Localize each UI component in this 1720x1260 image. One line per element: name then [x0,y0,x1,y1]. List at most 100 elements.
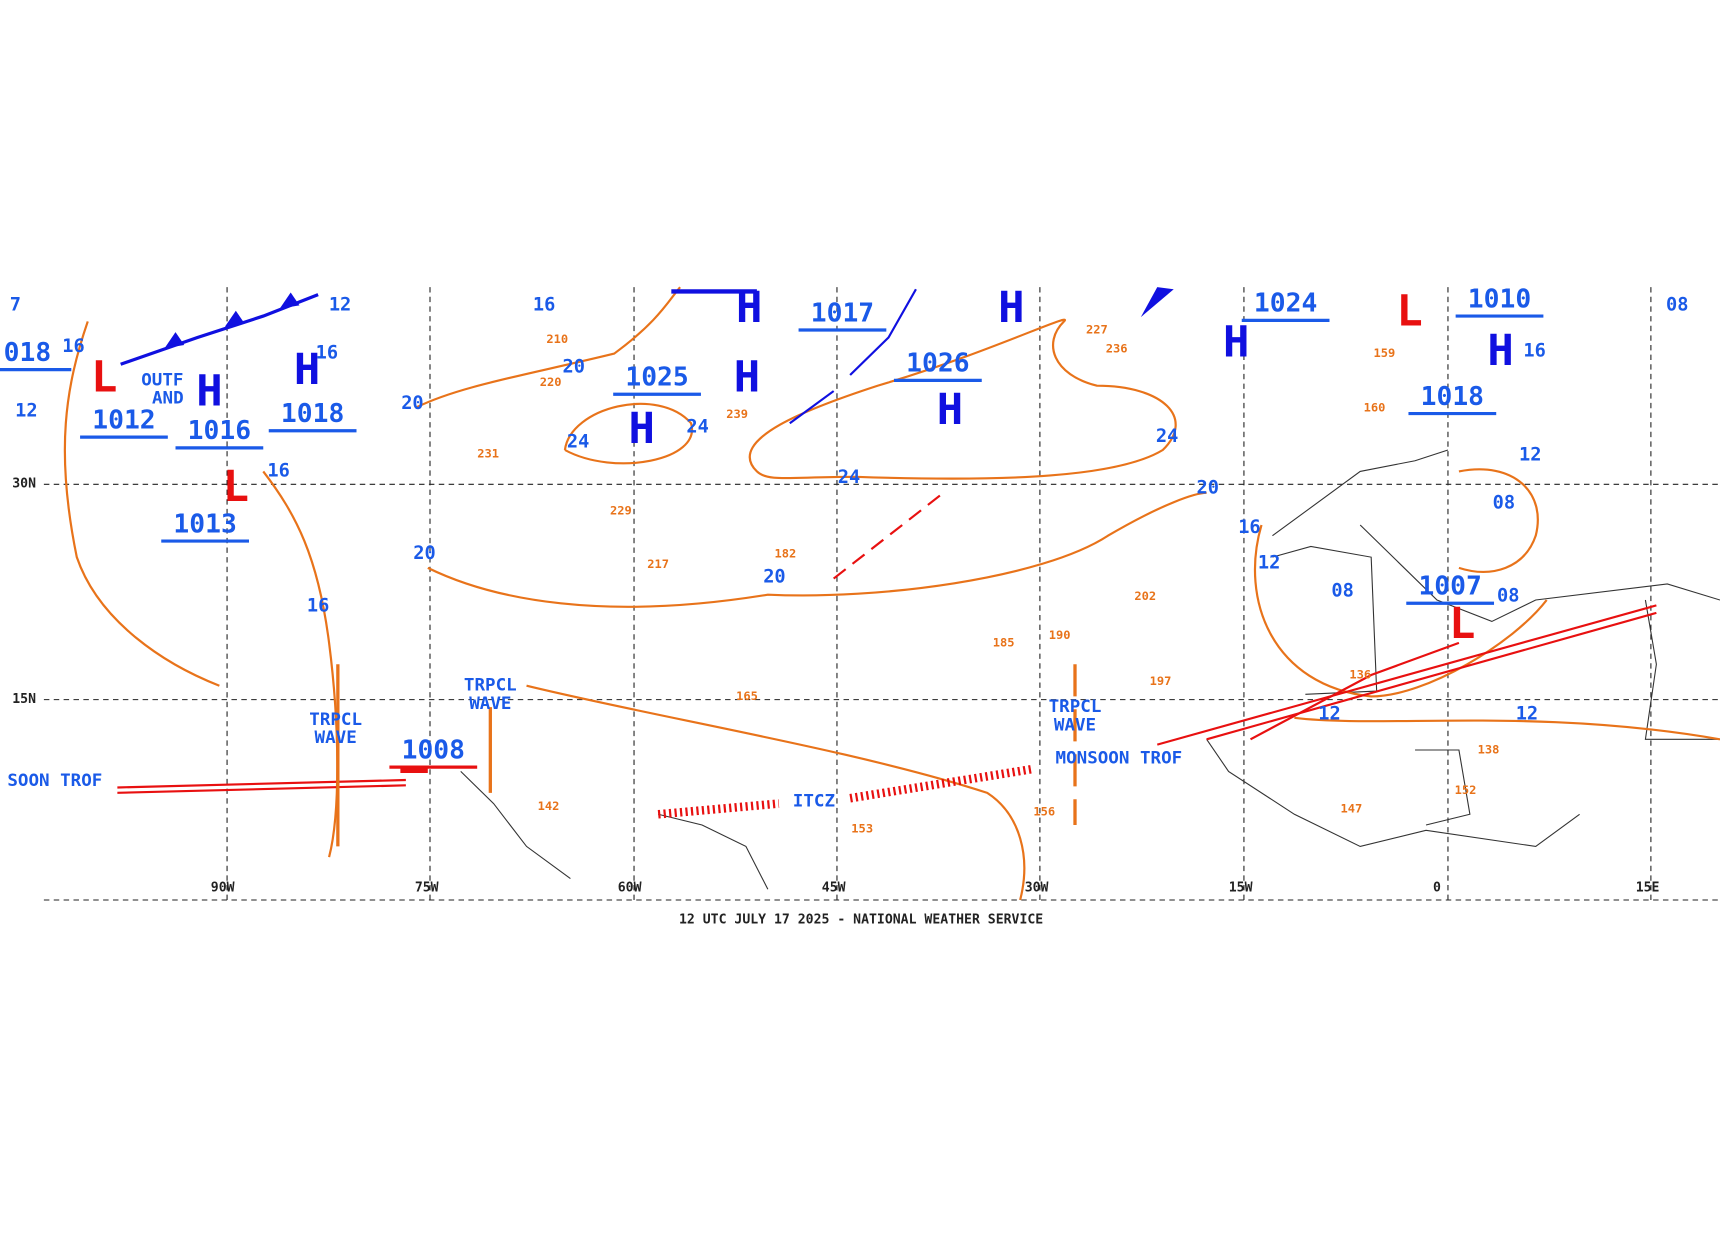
latitude-label: 15N [12,692,36,707]
longitude-label: 15W [1229,881,1253,896]
station-value: 160 [1364,401,1386,415]
isobar-label: 08 [1666,294,1688,315]
isobar-label: 20 [562,357,584,378]
station-value: 182 [775,547,797,561]
longitude-label: 90W [211,881,235,896]
station-value: 136 [1349,668,1371,682]
feature-label: AND [152,389,184,409]
station-value: 147 [1341,802,1363,816]
isobar-label: 16 [62,336,84,357]
station-value: 220 [540,375,562,389]
borders [460,449,1720,890]
isobar-label: 24 [838,467,860,488]
low-center: L [1449,600,1475,649]
high-center: H [1487,326,1513,375]
central-pressure: 1018 [1421,382,1484,412]
isobar-label: 08 [1493,493,1515,514]
isobar-label: 24 [567,432,589,453]
isobar-label: 16 [1238,517,1260,538]
longitude-label: 45W [822,881,846,896]
feature-label: TRPCL [1049,697,1102,717]
grid [43,287,1720,901]
station-value: 156 [1033,805,1055,819]
central-pressure: 1016 [188,416,251,446]
high-center: H [734,353,760,402]
station-value: 165 [736,689,758,703]
isobar-label: 16 [307,596,329,617]
central-pressure: 1026 [906,349,969,379]
station-value: 231 [477,447,499,461]
feature-label: TRPCL [309,710,362,730]
station-value: 153 [851,822,873,836]
high-center: H [937,385,963,434]
high-center: H [294,346,320,395]
station-value: 227 [1086,323,1108,337]
isobar-label: 12 [15,401,37,422]
station-value: 138 [1478,743,1500,757]
central-pressure: 1008 [402,736,465,766]
central-pressure: 1012 [92,406,155,436]
isobar-label: 08 [1497,586,1519,607]
isobar-label: 16 [1523,341,1545,362]
station-value: 239 [726,407,748,421]
isobar-label: 12 [1258,553,1280,574]
isobar-label: 20 [401,393,423,414]
central-pressure: 018 [4,338,52,368]
high-center: H [196,367,222,416]
station-value: 236 [1106,342,1128,356]
feature-label: MONSOON TROF [1056,749,1183,769]
station-value: 159 [1373,346,1395,360]
feature-label: SOON TROF [7,771,102,791]
low-center: L [223,462,249,511]
longitude-label: 30W [1025,881,1049,896]
isobar-label: 16 [267,461,289,482]
high-center: H [1223,318,1249,367]
longitude-label: 0 [1433,881,1441,896]
isobar-label: 12 [1519,444,1541,465]
isobar-label: 24 [686,417,708,438]
low-center: L [91,353,117,402]
high-center: H [998,284,1024,333]
station-value: 152 [1455,783,1477,797]
low-center: L [1396,287,1422,336]
central-pressure: 1017 [811,299,874,329]
longitude-label: 15E [1636,881,1660,896]
central-pressure: 1024 [1254,289,1317,319]
isobar-label: 12 [329,294,351,315]
central-pressure: 1013 [173,510,236,540]
isobar-label: 16 [316,343,338,364]
isobars [63,286,1720,901]
station-value: 142 [538,799,560,813]
feature-label: TRPCL [464,676,517,696]
central-pressure: 1018 [281,399,344,429]
station-value: 202 [1134,589,1156,603]
station-value: 210 [546,332,568,346]
station-value: 185 [993,635,1015,649]
feature-label: OUTF [141,370,183,390]
feature-label: ITCZ [793,792,835,812]
isobar-label: 20 [413,543,435,564]
latitude-label: 30N [12,477,36,492]
longitude-label: 60W [618,881,642,896]
longitude-label: 75W [415,881,439,896]
footer: 12 UTC JULY 17 2025 - NATIONAL WEATHER S… [679,913,1043,928]
station-value: 217 [647,557,669,571]
isobar-label: 24 [1156,426,1178,447]
isobar-label: 12 [1516,704,1538,725]
central-pressure: 1010 [1468,285,1531,315]
isobar-label: 20 [1197,478,1219,499]
feature-label: WAVE [1054,715,1096,735]
isobar-label: 08 [1331,581,1353,602]
station-value: 190 [1049,628,1071,642]
isobar-label: 16 [533,294,555,315]
fronts [117,287,1657,847]
isobar-label: 20 [763,567,785,588]
station-value: 197 [1150,674,1172,688]
high-center: H [629,405,655,454]
central-pressure: 1025 [625,363,688,393]
station-value: 229 [610,504,632,518]
feature-label: WAVE [315,728,357,748]
